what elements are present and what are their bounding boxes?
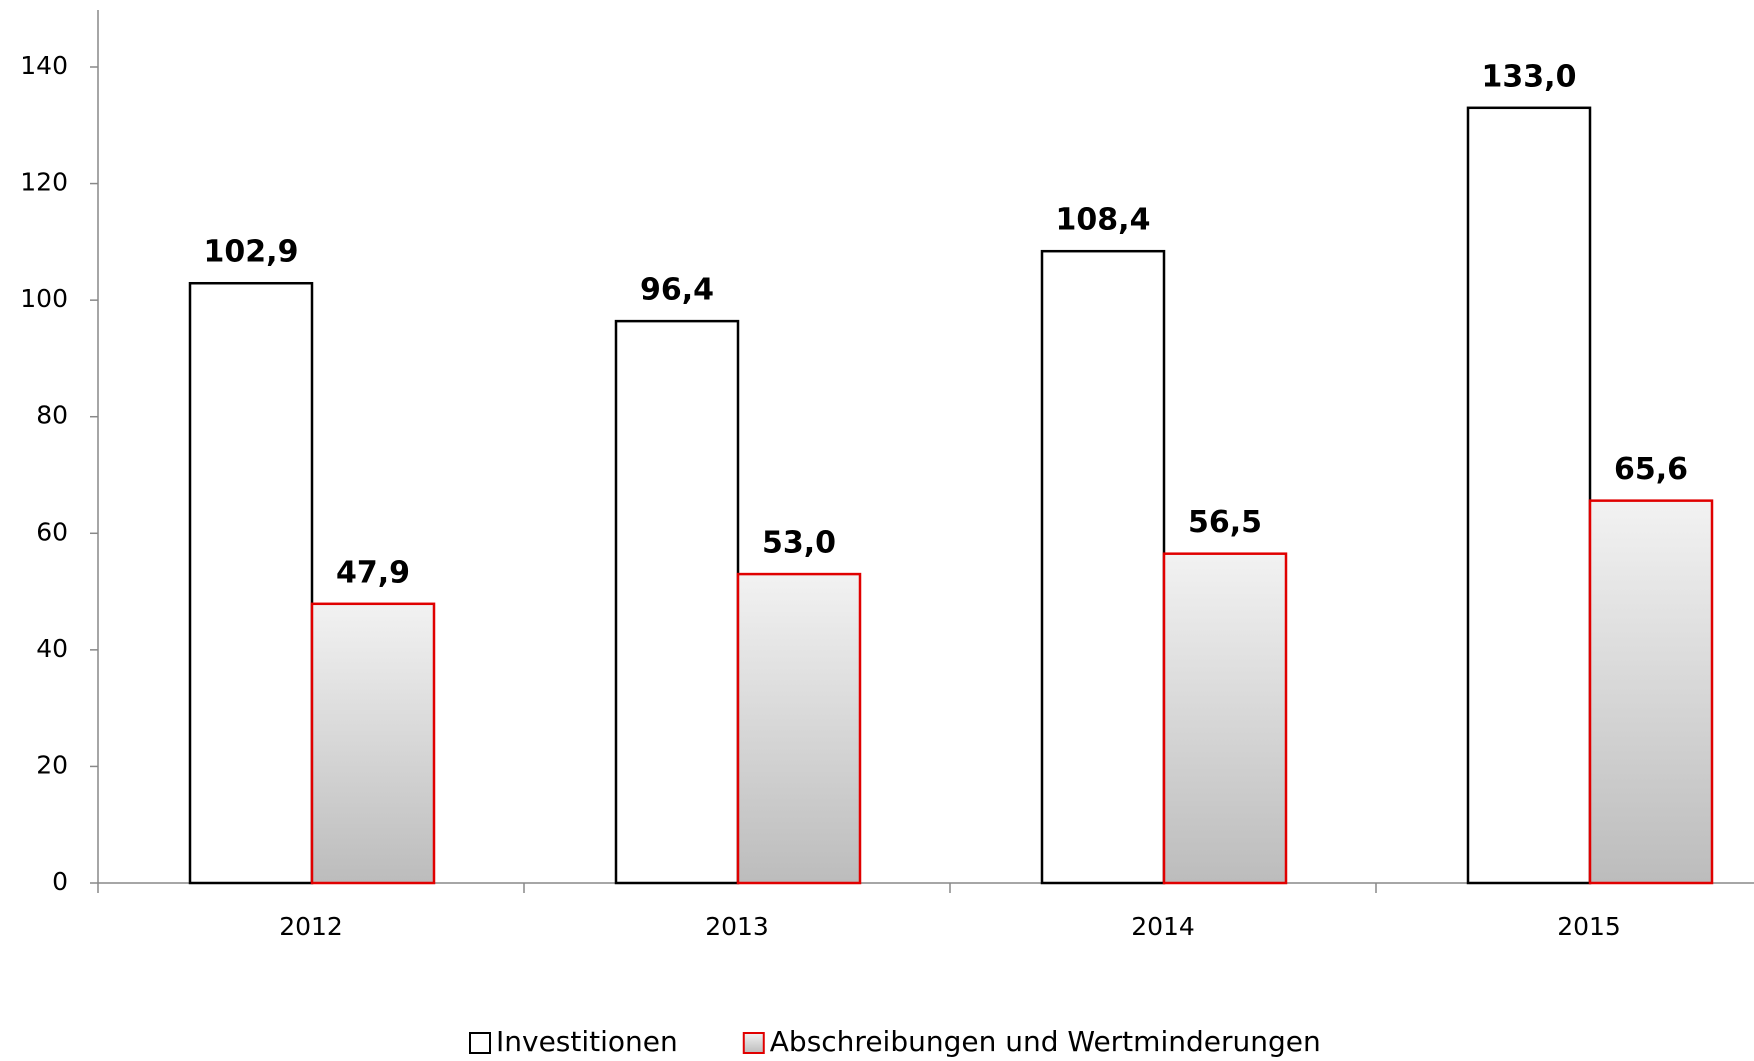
x-tick-label: 2015 (1557, 912, 1621, 941)
y-tick-label: 120 (20, 168, 68, 197)
legend-label: Abschreibungen und Wertminderungen (770, 1025, 1321, 1058)
y-tick-label: 60 (36, 517, 68, 546)
bar (1588, 499, 1714, 885)
bar (1162, 552, 1288, 885)
bar (1040, 249, 1166, 885)
y-tick-label: 80 (36, 401, 68, 430)
value-label: 65,6 (1614, 452, 1688, 487)
value-label: 133,0 (1482, 59, 1577, 94)
legend-swatch (469, 1032, 491, 1054)
value-label: 102,9 (204, 235, 299, 270)
bar (310, 602, 436, 885)
legend-swatch (742, 1032, 765, 1054)
y-tick-label: 100 (20, 284, 68, 313)
bar (736, 572, 862, 885)
value-label: 96,4 (640, 273, 714, 308)
x-tick-label: 2014 (1131, 912, 1195, 941)
y-tick-label: 0 (52, 867, 68, 896)
value-label: 53,0 (762, 526, 836, 561)
value-label: 108,4 (1056, 203, 1151, 238)
bar (1466, 106, 1592, 885)
bar (614, 319, 740, 885)
y-tick-label: 140 (20, 51, 68, 80)
y-tick-label: 20 (36, 750, 68, 779)
bar (188, 281, 314, 885)
value-label: 47,9 (336, 555, 410, 590)
y-tick-label: 40 (36, 634, 68, 663)
x-tick-label: 2013 (705, 912, 769, 941)
x-tick-label: 2012 (279, 912, 343, 941)
value-label: 56,5 (1188, 505, 1262, 540)
legend-label: Investitionen (496, 1025, 678, 1058)
